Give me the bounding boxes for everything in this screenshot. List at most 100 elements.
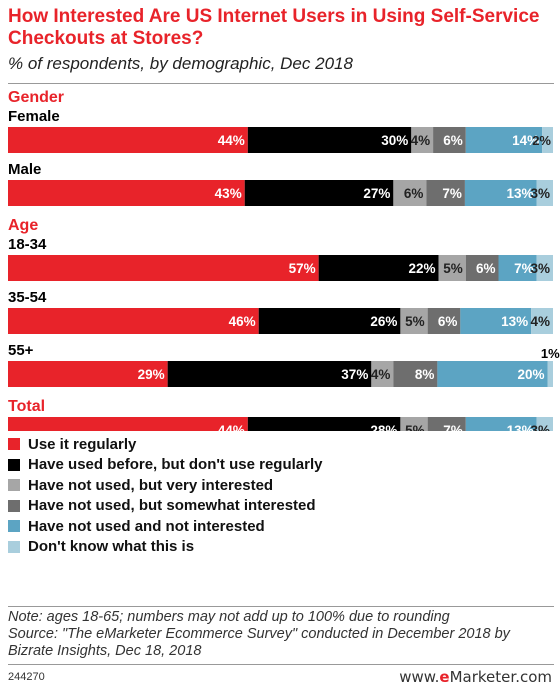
legend-item: Have not used, but somewhat interested xyxy=(8,496,322,517)
chart-subtitle: % of respondents, by demographic, Dec 20… xyxy=(8,54,353,73)
value-label-18-34-0: 57% xyxy=(289,261,316,276)
value-label-35-54-0: 46% xyxy=(229,314,256,329)
value-label-55-3: 8% xyxy=(415,367,435,382)
value-label-male-0: 43% xyxy=(215,186,242,201)
value-label-total-4: 13% xyxy=(507,423,534,431)
bar-female-have-not-used-and-not-interested xyxy=(465,127,543,153)
legend-label: Have used before, but don't use regularl… xyxy=(28,456,323,474)
brand-logo: www.eMarketer.com xyxy=(399,668,552,686)
top-divider xyxy=(8,83,554,84)
value-label-18-34-2: 5% xyxy=(443,261,463,276)
bar-35-54-use-it-regularly xyxy=(8,308,259,334)
value-label-female-3: 6% xyxy=(443,133,463,148)
legend-label: Use it regularly xyxy=(28,435,137,453)
row-label-male: Male xyxy=(8,161,41,178)
source-text: Source: "The eMarketer Ecommerce Survey"… xyxy=(8,626,510,659)
brand-prefix: www. xyxy=(399,668,440,686)
group-label-gender: Gender xyxy=(8,89,64,106)
bar-55-don-t-know-what-this-is xyxy=(547,361,553,387)
group-label-total: Total xyxy=(8,398,45,415)
legend-label: Don't know what this is xyxy=(28,538,195,556)
value-label-total-2: 5% xyxy=(405,423,425,431)
value-label-35-54-1: 26% xyxy=(370,314,397,329)
bar-18-34-use-it-regularly xyxy=(8,255,319,281)
value-label-35-54-5: 4% xyxy=(530,314,550,329)
bar-18-34-have-not-used-but-somewhat-interested xyxy=(465,255,499,281)
row-label-female: Female xyxy=(8,108,60,125)
bar-total-use-it-regularly xyxy=(8,417,248,431)
bar-total-don-t-know-what-this-is xyxy=(536,417,553,431)
bar-male-have-used-before-but-don-t-use-regularly xyxy=(244,180,394,206)
value-label-18-34-1: 22% xyxy=(409,261,436,276)
value-label-female-2: 4% xyxy=(411,133,431,148)
bar-male-don-t-know-what-this-is xyxy=(536,180,553,206)
brand-rest: Marketer xyxy=(449,668,516,686)
bar-35-54-don-t-know-what-this-is xyxy=(531,308,553,334)
note-text: Note: ages 18-65; numbers may not add up… xyxy=(8,609,450,625)
value-label-female-0: 44% xyxy=(218,133,245,148)
bar-female-have-not-used-but-very-interested xyxy=(411,127,434,153)
row-label-35-54: 35-54 xyxy=(8,289,47,306)
bar-total-have-not-used-but-somewhat-interested xyxy=(427,417,466,431)
legend-item: Have used before, but don't use regularl… xyxy=(8,455,322,476)
notes-divider xyxy=(8,606,554,607)
legend-item: Don't know what this is xyxy=(8,537,322,558)
bar-35-54-have-not-used-but-somewhat-interested xyxy=(427,308,461,334)
bar-18-34-have-not-used-and-not-interested xyxy=(498,255,537,281)
bar-35-54-have-used-before-but-don-t-use-regularly xyxy=(258,308,401,334)
value-label-18-34-5: 3% xyxy=(530,261,550,276)
legend-item: Have not used, but very interested xyxy=(8,475,322,496)
row-label-55: 55+ xyxy=(8,342,34,359)
value-label-55-0: 29% xyxy=(138,367,165,382)
bar-55-use-it-regularly xyxy=(8,361,168,387)
value-label-18-34-4: 7% xyxy=(514,261,534,276)
group-label-age: Age xyxy=(8,217,38,234)
value-label-total-5: 3% xyxy=(530,423,550,431)
legend-swatch xyxy=(8,520,20,533)
value-label-55-2: 4% xyxy=(371,367,391,382)
bar-55-have-used-before-but-don-t-use-regularly xyxy=(167,361,372,387)
bar-female-don-t-know-what-this-is xyxy=(542,127,553,153)
bar-total-have-used-before-but-don-t-use-regularly xyxy=(247,417,401,431)
brand-accent: e xyxy=(439,668,450,686)
legend-item: Have not used and not interested xyxy=(8,516,322,537)
legend-label: Have not used, but very interested xyxy=(28,476,274,494)
row-label-18-34: 18-34 xyxy=(8,236,47,253)
legend-item: Use it regularly xyxy=(8,434,322,455)
bar-55-have-not-used-but-very-interested xyxy=(371,361,394,387)
value-label-male-1: 27% xyxy=(363,186,390,201)
bar-35-54-have-not-used-but-very-interested xyxy=(400,308,428,334)
bar-35-54-have-not-used-and-not-interested xyxy=(460,308,532,334)
value-label-male-3: 7% xyxy=(442,186,462,201)
bar-55-have-not-used-and-not-interested xyxy=(437,361,548,387)
bar-male-have-not-used-but-somewhat-interested xyxy=(426,180,465,206)
value-label-55-1: 37% xyxy=(341,367,368,382)
chart-id: 244270 xyxy=(8,671,45,683)
value-label-male-4: 13% xyxy=(506,186,533,201)
bar-18-34-don-t-know-what-this-is xyxy=(536,255,553,281)
legend-swatch xyxy=(8,438,20,451)
legend-label: Have not used, but somewhat interested xyxy=(28,497,316,515)
chart-title: How Interested Are US Internet Users in … xyxy=(8,6,540,49)
bar-total-have-not-used-and-not-interested xyxy=(465,417,537,431)
footer-divider xyxy=(8,664,554,665)
value-label-total-1: 28% xyxy=(370,423,397,431)
legend-swatch xyxy=(8,458,20,471)
bar-female-have-not-used-but-somewhat-interested xyxy=(433,127,466,153)
value-label-male-5: 3% xyxy=(530,186,550,201)
value-label-18-34-3: 6% xyxy=(476,261,496,276)
legend: Use it regularly Have used before, but do… xyxy=(8,434,322,557)
legend-swatch xyxy=(8,540,20,553)
value-label-35-54-4: 13% xyxy=(501,314,528,329)
value-label-female-1: 30% xyxy=(381,133,408,148)
value-label-female-4: 14% xyxy=(512,133,539,148)
value-label-35-54-2: 5% xyxy=(405,314,425,329)
bar-female-have-used-before-but-don-t-use-regularly xyxy=(247,127,412,153)
value-label-55-4: 20% xyxy=(517,367,544,382)
value-label-female-5: 2% xyxy=(532,133,551,148)
bar-male-use-it-regularly xyxy=(8,180,245,206)
bar-18-34-have-not-used-but-very-interested xyxy=(438,255,466,281)
bar-male-have-not-used-but-very-interested xyxy=(393,180,427,206)
brand-suffix: .com xyxy=(515,668,552,686)
